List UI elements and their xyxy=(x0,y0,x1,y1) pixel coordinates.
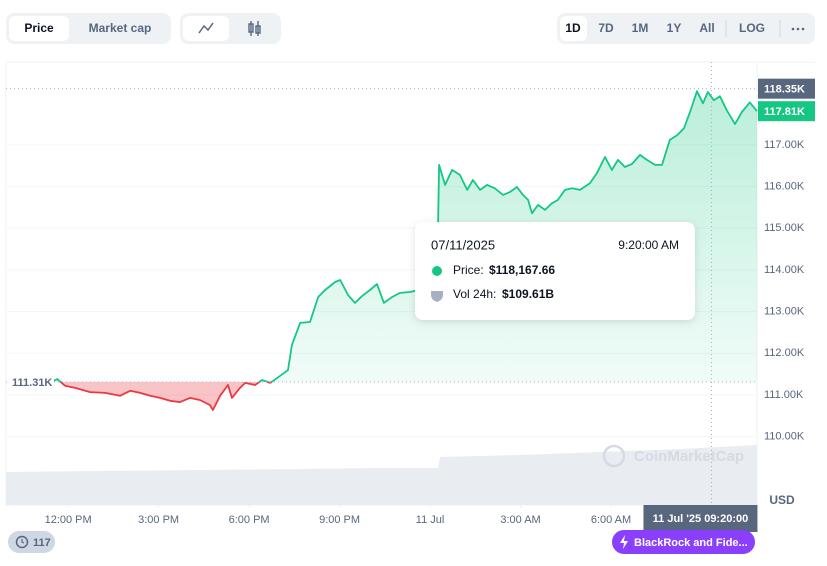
baseline-label: 111.31K xyxy=(12,377,52,389)
y-tick-label: 117.00K xyxy=(764,139,805,151)
news-headline: BlackRock and Fide... xyxy=(634,537,748,549)
price-area xyxy=(51,91,757,410)
tooltip-date: 07/11/2025 xyxy=(431,237,495,252)
crosshair-x-badge xyxy=(643,505,758,532)
y-tick-label: 112.00K xyxy=(764,347,805,359)
candle-style-button[interactable] xyxy=(248,21,261,36)
x-tick-label: 11 Jul xyxy=(416,514,445,526)
currency-label: USD xyxy=(769,493,795,507)
news-count: 117 xyxy=(33,537,51,549)
watermark: CoinMarketCap xyxy=(602,444,744,468)
more-button[interactable] xyxy=(791,27,805,31)
tooltip-time: 9:20:00 AM xyxy=(618,238,679,252)
x-tick-label: 9:00 PM xyxy=(319,514,360,526)
baseline-label-bg xyxy=(8,374,54,391)
volume-icon xyxy=(431,291,443,302)
current-price-label: 117.81K xyxy=(764,106,805,118)
y-tick-label: 113.00K xyxy=(764,306,805,318)
tab-price[interactable]: Price xyxy=(24,21,54,35)
range-button[interactable]: LOG xyxy=(739,21,765,35)
y-tick-label: 116.00K xyxy=(764,181,805,193)
x-tick-label: 6:00 PM xyxy=(229,514,270,526)
watermark-logo xyxy=(602,444,626,468)
price-dot xyxy=(432,266,442,276)
news-count-pill[interactable]: 117 xyxy=(8,531,55,553)
news-pill[interactable]: BlackRock and Fide... xyxy=(612,530,755,554)
range-buttons: 1D 7D 1M 1Y All LOG xyxy=(560,16,765,41)
tab-market-cap[interactable]: Market cap xyxy=(89,21,152,35)
range-button[interactable]: 7D xyxy=(598,21,614,35)
y-tick-label: 115.00K xyxy=(764,222,805,234)
y-tick-label: 111.00K xyxy=(764,389,804,401)
tooltip-volume: $109.61B xyxy=(502,287,554,301)
x-tick-label: 6:00 AM xyxy=(591,514,631,526)
watermark-text: CoinMarketCap xyxy=(634,448,744,465)
plot-layer xyxy=(6,62,758,505)
price-line xyxy=(50,90,758,411)
y-tick-label: 110.00K xyxy=(764,431,805,443)
toolbar: Price Market cap 1D 7D 1M 1Y All LOG xyxy=(6,13,815,44)
current-price-badge xyxy=(758,101,815,122)
tooltip-volume-label: Vol 24h: xyxy=(453,287,496,301)
range-button[interactable]: 1D xyxy=(565,21,581,35)
line-icon xyxy=(198,22,214,34)
crosshair-x-label: 11 Jul '25 09:20:00 xyxy=(653,513,749,525)
x-tick-label: 3:00 AM xyxy=(500,514,540,526)
range-button[interactable]: All xyxy=(699,21,714,35)
range-button[interactable]: 1Y xyxy=(667,21,682,35)
tab-selected-bg xyxy=(9,16,69,41)
range-button[interactable]: 1M xyxy=(632,21,649,35)
x-tick-label: 12:00 PM xyxy=(45,514,92,526)
volume-area xyxy=(6,445,757,505)
tooltip-bg xyxy=(415,222,695,320)
tooltip-price: $118,167.66 xyxy=(489,263,555,277)
crosshair-y-label: 118.35K xyxy=(764,84,805,96)
axis-layer: 110.00K 111.00K 112.00K 113.00K 114.00K 115.0… xyxy=(8,78,815,532)
range-selected-bg xyxy=(560,16,587,41)
range-group xyxy=(557,13,815,44)
tooltip: 07/11/2025 9:20:00 AM Price: $118,167.66… xyxy=(415,222,695,320)
tooltip-price-label: Price: xyxy=(453,263,484,277)
y-tick-label: 114.00K xyxy=(764,264,805,276)
crosshair-y-badge xyxy=(758,78,815,99)
x-tick-label: 3:00 PM xyxy=(138,514,179,526)
